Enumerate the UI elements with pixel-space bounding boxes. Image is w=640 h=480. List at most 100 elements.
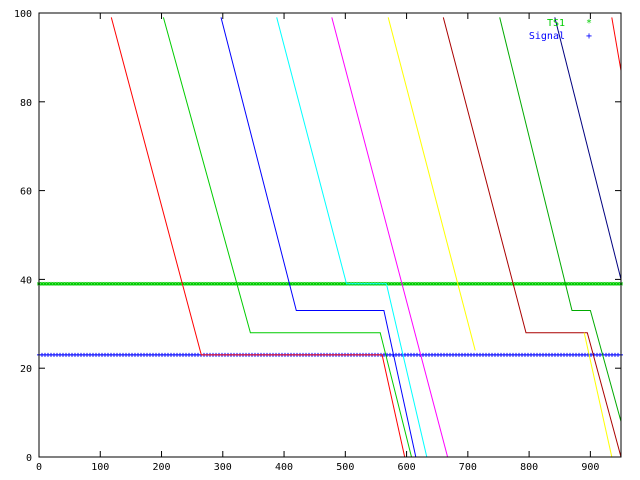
ts1-point [613,281,617,286]
ts1-point [214,281,218,286]
ts1-point [601,281,605,286]
ts1-point [385,281,389,286]
ts1-point [88,281,92,286]
ts1-point [49,281,53,286]
ts1-point [202,281,206,286]
x-tick-label: 200 [152,462,170,473]
trace-line [442,17,622,458]
trace-line [331,17,449,458]
ts1-point [454,281,458,286]
y-tick-label: 0 [26,453,32,464]
ts1-point [391,281,395,286]
ts1-point [460,281,464,286]
y-tick-label: 20 [20,364,32,375]
ts1-point [187,281,191,286]
x-tick-label: 500 [336,462,354,473]
trace-line [276,17,428,458]
ts1-point [403,281,407,286]
ts1-point [223,281,227,286]
ts1-point [241,281,245,286]
ts1-point [538,281,542,286]
ts1-point [556,281,560,286]
ts1-point [481,281,485,286]
ts1-point [325,281,329,286]
ts1-point [301,281,305,286]
x-tick-label: 400 [275,462,293,473]
ts1-point [523,281,527,286]
ts1-point [61,281,65,286]
y-tick-label: 80 [20,98,32,109]
ts1-point [457,281,461,286]
ts1-point [505,281,509,286]
ts1-point [418,281,422,286]
ts1-point [157,281,161,286]
ts1-point [535,281,539,286]
ts1-point [334,281,338,286]
ts1-point [289,281,293,286]
ts1-point [331,281,335,286]
ts1-point [565,281,569,286]
x-tick-label: 300 [214,462,232,473]
ts1-point [295,281,299,286]
ts1-point [337,281,341,286]
ts1-point [217,281,221,286]
y-tick-label: 60 [20,187,32,198]
ts1-point [541,281,545,286]
ts1-point [274,281,278,286]
ts1-point [73,281,77,286]
trace-line [611,17,622,71]
ts1-point [238,281,242,286]
ts1-point [190,281,194,286]
y-tick-label: 100 [14,9,32,20]
ts1-point [463,281,467,286]
ts1-point [148,281,152,286]
ts1-point [313,281,317,286]
ts1-point [277,281,281,286]
ts1-point [280,281,284,286]
ts1-point [166,281,170,286]
ts1-point [208,281,212,286]
ts1-point [577,281,581,286]
ts1-point [46,281,50,286]
ts1-point [529,281,533,286]
ts1-point [115,281,119,286]
ts1-point [439,281,443,286]
ts1-point [109,281,113,286]
ts1-point [91,281,95,286]
legend-marker-signal: + [586,31,592,42]
ts1-point [85,281,89,286]
ts1-point [604,281,608,286]
ts1-point [250,281,254,286]
ts1-point [445,281,449,286]
ts1-point [133,281,137,286]
ts1-point [283,281,287,286]
ts1-point [322,281,326,286]
ts1-point [616,281,620,286]
tick-layer: 0 100 200 300 400 500 600 700 800 900 0 20 40 60 80 100 [14,9,621,473]
ts1-point [169,281,173,286]
ts1-point [436,281,440,286]
ts1-point [466,281,470,286]
ts1-point [340,281,344,286]
ts1-point [232,281,236,286]
ts1-point [97,281,101,286]
ts1-point [451,281,455,286]
trace-line [583,332,613,458]
ts1-point [247,281,251,286]
ts1-point [220,281,224,286]
x-tick-label: 0 [36,462,42,473]
ts1-point [562,281,566,286]
ts1-point [43,281,47,286]
ts1-point [244,281,248,286]
ts1-point [583,281,587,286]
ts1-point [487,281,491,286]
legend-label-ts1: TS1 [547,18,565,29]
ts1-point [124,281,128,286]
ts1-point [508,281,512,286]
ts1-point [172,281,176,286]
ts1-point [430,281,434,286]
ts1-point [79,281,83,286]
legend-marker-ts1: * [586,18,592,29]
ts1-point [52,281,56,286]
